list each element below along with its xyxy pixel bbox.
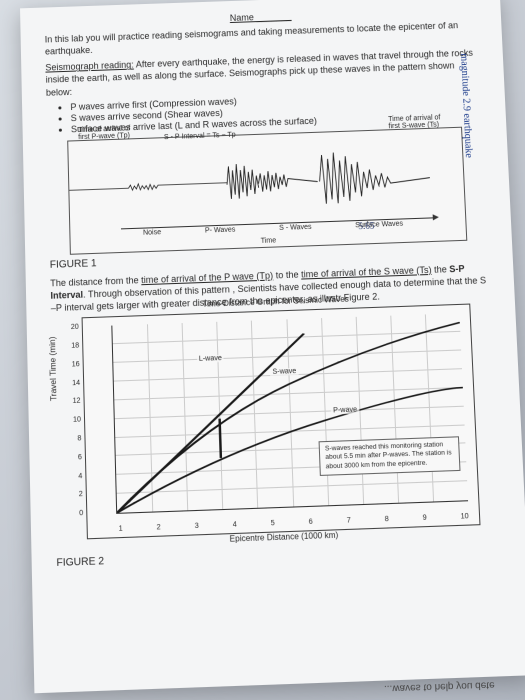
sp-gap-marker xyxy=(220,419,221,458)
p-arrival-underline: time of arrival of the P wave (Tp) xyxy=(141,270,273,285)
pencil-annotation: 5.65 xyxy=(358,220,374,231)
lwave-series-label: L-wave xyxy=(197,355,224,363)
chart-legend-box: S-waves reached this monitoring station … xyxy=(319,436,461,476)
swave-series-label: S-wave xyxy=(270,367,298,375)
y-axis-label: Travel Time (min) xyxy=(48,337,59,402)
pwave-series-label: P-wave xyxy=(331,406,359,414)
s-wave-curve xyxy=(113,323,468,513)
chart-lines-svg xyxy=(112,313,468,513)
arrival-p-label: Time of arrival of first P-wave (Tp) xyxy=(78,125,131,141)
worksheet-page: Name _______ In this lab you will practi… xyxy=(20,0,525,693)
reading-heading: Seismograph reading: xyxy=(45,60,134,73)
seismogram-figure-box: Time of arrival of first P-wave (Tp) Tim… xyxy=(67,126,467,254)
sp-interval-label: S - P Interval = Ts − Tp xyxy=(164,131,236,141)
seismogram-waveform xyxy=(69,146,465,221)
cutoff-text: ...waves to help you dete xyxy=(384,679,495,694)
y-axis-ticks: 0 2 4 6 8 10 12 14 16 18 20 xyxy=(79,324,84,518)
plot-area: L-wave S-wave P-wave S-waves reached thi… xyxy=(111,313,468,514)
pwave-label: P- Waves xyxy=(205,226,236,234)
noise-label: Noise xyxy=(143,229,161,237)
swave-label: S - Waves xyxy=(279,223,312,231)
time-distance-chart: Time-Distance Graph for Seismic Waves Tr… xyxy=(82,304,481,540)
arrival-s-label: Time of arrival of first S-wave (Ts) xyxy=(388,114,441,130)
s-arrival-underline: time of arrival of the S wave (Ts) xyxy=(301,264,432,279)
